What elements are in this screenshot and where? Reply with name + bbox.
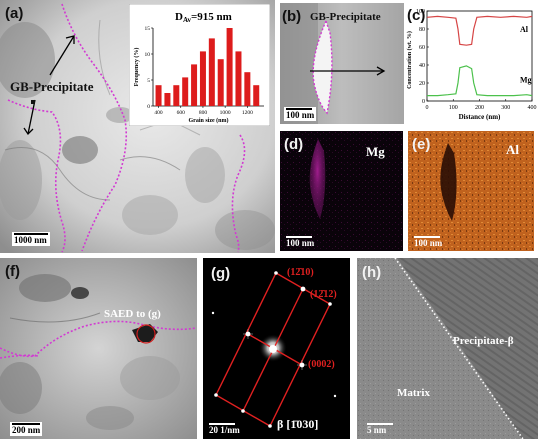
histogram-bar bbox=[235, 51, 242, 106]
interface-line bbox=[394, 258, 524, 439]
grain-boundary-dash bbox=[61, 3, 128, 252]
series-label-mg: Mg bbox=[520, 75, 532, 84]
histogram-bar bbox=[244, 72, 251, 106]
panel-label: (d) bbox=[284, 136, 304, 153]
y-tick-label: 0 bbox=[422, 99, 425, 105]
x-tick-label: 200 bbox=[475, 105, 484, 111]
grain-size-histogram: 400 600 800 1000 1200 0 5 10 15 Grain size (nm) Fr… bbox=[129, 4, 270, 126]
scale-bar: 200 nm bbox=[10, 422, 43, 436]
matrix-label: Matrix bbox=[397, 387, 430, 399]
precipitate-arrows bbox=[23, 35, 75, 136]
panel-f: (f) SAED to (g) 200 nm bbox=[0, 258, 197, 439]
x-tick-label: 0 bbox=[426, 105, 429, 111]
spot-index-0002: (0002) bbox=[308, 359, 335, 370]
x-tick-label: 400 bbox=[528, 105, 537, 111]
histogram-bar bbox=[182, 77, 189, 106]
scale-bar: 100 nm bbox=[284, 107, 317, 121]
panel-label: (e) bbox=[412, 136, 431, 153]
scale-bar: 20 1/nm bbox=[209, 423, 240, 435]
grain-boundary-dash bbox=[7, 99, 66, 253]
element-label-al: Al bbox=[506, 142, 519, 157]
panel-label: (c) bbox=[407, 7, 426, 24]
line-scan-arrow bbox=[310, 66, 386, 76]
diffraction-spots bbox=[211, 271, 337, 428]
zone-axis-label: β [1̄030] bbox=[277, 417, 319, 431]
panel-label: (f) bbox=[5, 263, 20, 280]
x-tick-label: 800 bbox=[199, 110, 208, 116]
histogram-bar bbox=[191, 64, 198, 106]
scale-bar: 1000 nm bbox=[12, 232, 50, 246]
saed-aperture bbox=[136, 324, 156, 344]
panel-c: 0 100 200 300 400 0 20 40 60 80 100 Distance (nm) Co… bbox=[405, 3, 538, 133]
plot-frame bbox=[426, 10, 533, 102]
series-line-al bbox=[426, 15, 533, 46]
hrtem-image bbox=[357, 258, 538, 439]
panel-label: (h) bbox=[362, 264, 382, 281]
series-label-al: Al bbox=[520, 25, 529, 34]
scale-bar: 100 nm bbox=[286, 236, 315, 248]
scale-bar: 100 nm bbox=[414, 236, 443, 248]
y-tick-label: 60 bbox=[419, 45, 425, 51]
saed-label: SAED to (g) bbox=[104, 308, 161, 320]
histogram-bar bbox=[164, 93, 171, 106]
y-tick-label: 20 bbox=[419, 81, 425, 87]
x-axis-label: Distance (nm) bbox=[459, 113, 501, 121]
histogram-bar bbox=[217, 59, 224, 106]
scale-bar: 5 nm bbox=[365, 422, 395, 436]
x-tick-label: 1000 bbox=[220, 110, 231, 116]
x-axis-label: Grain size (nm) bbox=[189, 117, 229, 124]
x-tick-label: 1200 bbox=[242, 110, 253, 116]
panel-b-micrograph bbox=[280, 3, 404, 124]
x-tick-label: 600 bbox=[177, 110, 186, 116]
x-tick-label: 400 bbox=[154, 110, 163, 116]
panel-b: (b) GB-Precipitate 100 nm bbox=[280, 3, 404, 124]
mg-eds-map bbox=[280, 131, 403, 251]
y-tick-label: 80 bbox=[419, 27, 425, 33]
panel-d: (d) Mg 100 nm bbox=[280, 131, 403, 251]
grain-boundary-dash bbox=[231, 134, 246, 253]
panel-label: (b) bbox=[282, 8, 302, 25]
panel-f-micrograph bbox=[0, 258, 197, 439]
series-line-mg bbox=[427, 65, 533, 97]
spot-index-12-10: (12̄10) bbox=[287, 267, 314, 278]
histogram-bar bbox=[173, 85, 180, 106]
y-tick-label: 5 bbox=[147, 78, 150, 84]
spot-index-12-12: (12̄12) bbox=[310, 289, 337, 300]
y-tick-label: 15 bbox=[145, 26, 151, 32]
grain-boundary-dash bbox=[0, 320, 197, 358]
saed-pattern bbox=[203, 258, 350, 439]
y-tick-label: 10 bbox=[145, 52, 151, 58]
gb-precipitate-label: GB-Precipitate bbox=[10, 79, 94, 94]
panel-g: (g) (12̄10) (12̄12) (0002) 20 1/nm β [1̄… bbox=[203, 258, 350, 439]
histogram-bar bbox=[199, 51, 206, 106]
panel-a: (a) GB-Precipitate 1000 nm 400 600 800 1000… bbox=[0, 0, 275, 253]
histogram-bar bbox=[253, 85, 260, 106]
panel-label: (g) bbox=[211, 265, 231, 282]
panel-e: (e) Al 100 nm bbox=[408, 131, 534, 251]
panel-label: (a) bbox=[5, 5, 24, 22]
y-tick-label: 40 bbox=[419, 63, 425, 69]
y-tick-label: 100 bbox=[416, 9, 425, 15]
x-tick-label: 100 bbox=[449, 105, 458, 111]
y-axis-label: Frequency (%) bbox=[133, 48, 140, 87]
histogram-bar bbox=[226, 28, 233, 106]
histogram-bar bbox=[208, 38, 215, 106]
x-tick-label: 300 bbox=[501, 105, 510, 111]
y-axis-label: Concentration (wt. %) bbox=[406, 31, 413, 89]
precipitate-outline bbox=[312, 19, 333, 115]
panel-h: (h) Precipitate-β Matrix 5 nm bbox=[357, 258, 538, 439]
gb-precipitate-label: GB-Precipitate bbox=[310, 11, 381, 23]
histogram-bar bbox=[155, 85, 162, 106]
element-label-mg: Mg bbox=[366, 144, 385, 159]
precipitate-beta-label: Precipitate-β bbox=[453, 335, 514, 347]
y-tick-label: 0 bbox=[147, 104, 150, 110]
histogram-title: DAv=915 nm bbox=[175, 11, 232, 24]
al-eds-map bbox=[408, 131, 534, 251]
